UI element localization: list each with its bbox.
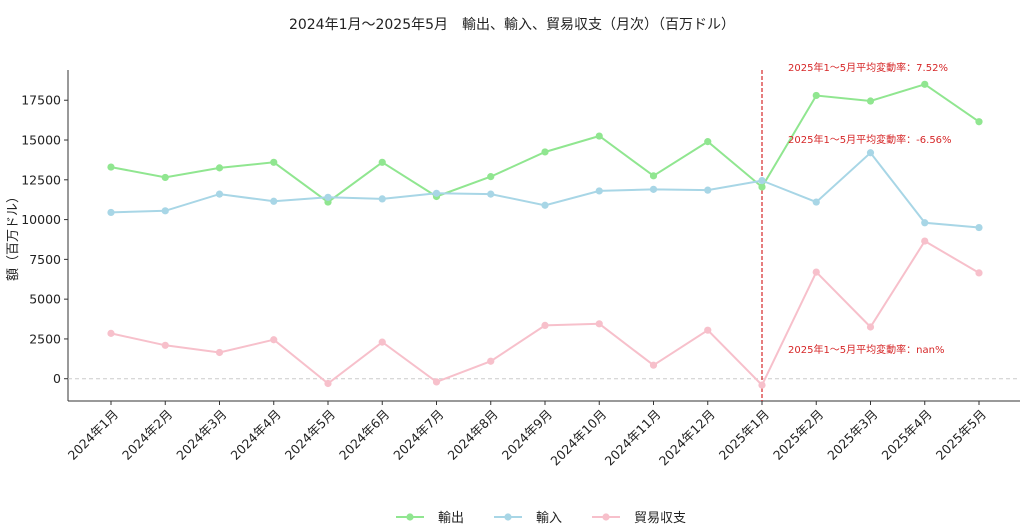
data-point	[866, 97, 875, 105]
data-point	[866, 323, 875, 331]
data-point	[595, 187, 603, 195]
x-tick-label: 2024年1月	[65, 407, 121, 463]
series-line	[110, 239, 980, 387]
data-point	[161, 341, 169, 349]
data-point	[270, 197, 278, 205]
data-point	[704, 326, 712, 334]
data-point	[215, 164, 224, 172]
x-tick-label: 2024年2月	[119, 407, 175, 463]
x-tick-label: 2025年5月	[933, 407, 989, 463]
x-tick-label: 2024年12月	[656, 407, 718, 469]
data-point	[541, 201, 549, 209]
data-point	[649, 185, 658, 193]
legend-label: 輸出	[438, 511, 464, 524]
data-point	[921, 219, 929, 227]
x-tick-label: 2025年3月	[824, 407, 880, 463]
data-point	[595, 132, 603, 140]
x-tick-label: 2024年7月	[390, 407, 446, 463]
x-tick-label: 2024年10月	[547, 407, 609, 469]
y-tick-label: 2500	[29, 331, 61, 346]
data-point	[432, 189, 441, 197]
x-tick-label: 2024年11月	[602, 407, 664, 469]
data-point	[378, 195, 386, 203]
data-point	[107, 163, 115, 171]
data-point	[432, 378, 441, 386]
annotation-label: 2025年1～5月平均変動率：nan%	[788, 343, 944, 356]
data-point	[487, 173, 495, 181]
x-tick-label: 2024年8月	[444, 407, 500, 463]
data-point	[975, 118, 983, 126]
y-tick-label: 17500	[21, 93, 61, 108]
data-point	[921, 80, 929, 88]
y-tick-label: 12500	[21, 172, 61, 187]
legend-label: 貿易収支	[634, 511, 686, 524]
data-point	[649, 361, 658, 369]
data-point	[378, 338, 386, 346]
data-point	[215, 190, 224, 198]
data-point	[758, 183, 766, 191]
data-point	[324, 193, 332, 201]
data-point	[812, 268, 820, 276]
data-point	[866, 149, 875, 157]
data-point	[378, 158, 386, 166]
data-point	[812, 198, 820, 206]
x-tick-label: 2024年6月	[336, 407, 392, 463]
legend-swatch-marker	[406, 513, 414, 521]
data-point	[758, 176, 766, 185]
y-tick-label: 0	[53, 371, 61, 386]
data-point	[107, 329, 115, 337]
data-point	[270, 158, 278, 166]
data-point	[215, 348, 224, 357]
chart-title: 2024年1月～2025年5月 輸出、輸入、貿易収支（月次）（百万ドル）	[288, 17, 736, 33]
x-tick-label: 2024年9月	[499, 407, 555, 463]
series-line	[110, 151, 980, 229]
data-point	[270, 336, 278, 344]
annotation-label: 2025年1～5月平均変動率：-6.56%	[788, 133, 952, 146]
data-point	[758, 381, 766, 389]
data-point	[161, 207, 169, 215]
y-tick-label: 7500	[29, 252, 61, 267]
data-point	[595, 320, 603, 328]
data-point	[975, 269, 983, 277]
x-tick-label: 2025年2月	[770, 407, 826, 463]
y-tick-label: 10000	[21, 212, 61, 227]
x-tick-label: 2024年4月	[227, 407, 283, 463]
x-tick-label: 2024年5月	[282, 407, 338, 463]
data-point	[975, 223, 983, 232]
y-tick-label: 15000	[21, 133, 61, 148]
annotation-label: 2025年1～5月平均変動率：7.52%	[788, 61, 948, 74]
data-point	[921, 237, 929, 245]
data-point	[487, 357, 495, 365]
data-point	[541, 148, 549, 156]
legend-label: 輸入	[536, 511, 562, 524]
y-tick-label: 5000	[29, 292, 61, 307]
data-point	[161, 173, 169, 182]
data-point	[541, 321, 549, 330]
legend-swatch-marker	[504, 513, 512, 521]
y-axis-label: 額（百万ドル）	[6, 190, 21, 281]
data-point	[107, 208, 115, 217]
data-point	[324, 379, 332, 388]
data-point	[812, 91, 820, 100]
data-point	[704, 138, 712, 146]
data-point	[649, 172, 658, 180]
x-tick-label: 2025年1月	[716, 407, 772, 463]
x-tick-label: 2024年3月	[173, 407, 229, 463]
data-point	[487, 190, 495, 198]
x-tick-label: 2025年4月	[878, 407, 934, 463]
data-point	[704, 186, 712, 194]
legend-swatch-marker	[602, 513, 610, 521]
